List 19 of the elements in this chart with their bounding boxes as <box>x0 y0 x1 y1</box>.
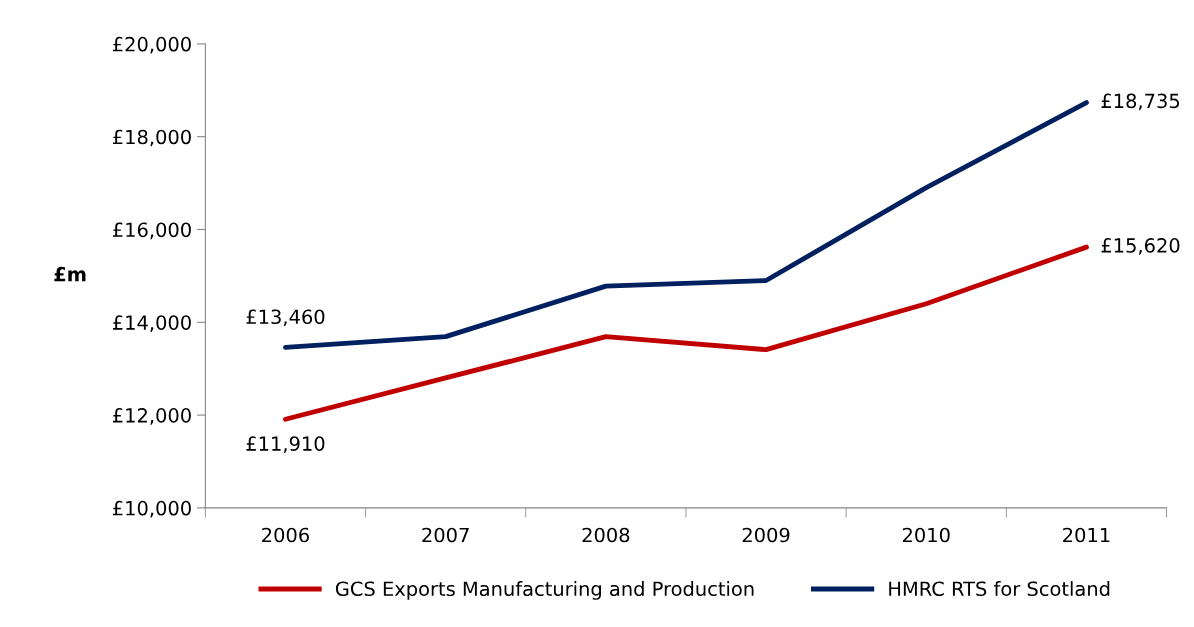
data-label: £11,910 <box>246 436 325 453</box>
x-tick-label: 2008 <box>582 527 630 543</box>
legend-label: HMRC RTS for Scotland <box>889 581 1110 597</box>
x-tick-label: 2009 <box>742 527 790 543</box>
y-tick-label: £10,000 <box>112 500 191 518</box>
data-label: £18,735 <box>1101 93 1180 111</box>
y-tick-label: £12,000 <box>112 408 191 425</box>
x-tick-label: 2006 <box>262 527 309 543</box>
y-tick-label: £18,000 <box>112 129 191 147</box>
y-axis-title: £m <box>54 266 86 282</box>
x-tick-label: 2011 <box>1063 527 1110 543</box>
legend-label: GCS Exports Manufacturing and Production <box>335 581 754 600</box>
data-label: £13,460 <box>246 309 325 327</box>
data-label: £15,620 <box>1101 238 1180 255</box>
y-tick-label: £16,000 <box>112 222 191 240</box>
x-tick-label: 2007 <box>422 527 469 543</box>
x-tick-label: 2010 <box>902 527 950 543</box>
y-tick-label: £20,000 <box>112 36 191 54</box>
y-tick-label: £14,000 <box>112 315 191 332</box>
